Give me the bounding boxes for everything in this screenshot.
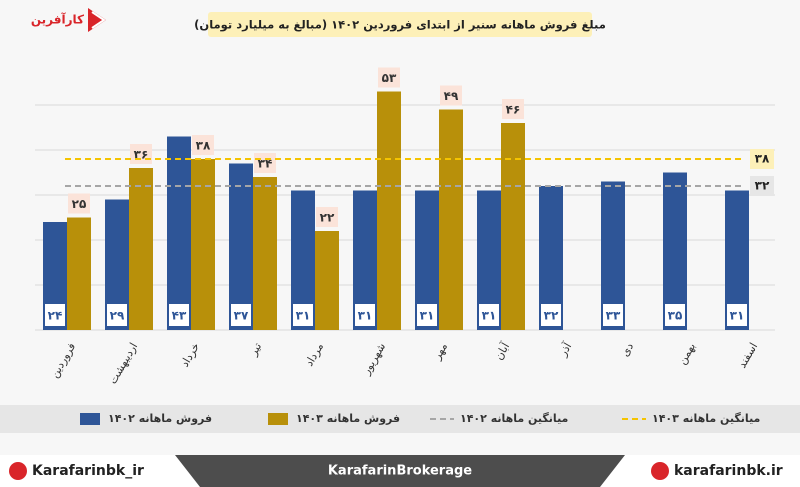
legend-label: فروش ماهانه ۱۴۰۲ bbox=[108, 412, 212, 425]
value-label: ۲۴ bbox=[48, 309, 63, 323]
footer-right: karafarinbk.ir bbox=[674, 463, 783, 479]
average-label-box bbox=[750, 176, 774, 196]
value-label-box bbox=[417, 304, 437, 326]
value-label: ۳۲ bbox=[544, 309, 559, 323]
legend-label: میانگین ماهانه ۱۴۰۲ bbox=[460, 412, 568, 425]
bar bbox=[67, 217, 91, 330]
value-label-box bbox=[541, 304, 561, 326]
bar bbox=[229, 163, 253, 330]
x-tick-label: دی bbox=[618, 340, 636, 358]
footer-center-band bbox=[175, 455, 625, 487]
legend-swatch bbox=[80, 413, 100, 425]
value-label-box bbox=[293, 304, 313, 326]
bar bbox=[167, 136, 191, 330]
value-label-box bbox=[665, 304, 685, 326]
bar bbox=[315, 231, 339, 330]
web-icon bbox=[651, 462, 669, 480]
bar bbox=[191, 159, 215, 330]
average-label-box bbox=[750, 149, 774, 169]
value-label-box bbox=[107, 304, 127, 326]
value-label: ۳۱ bbox=[420, 309, 435, 323]
logo-text: کارآفرین bbox=[31, 12, 84, 27]
legend-swatch bbox=[268, 413, 288, 425]
legend-label: میانگین ماهانه ۱۴۰۳ bbox=[652, 412, 760, 425]
value-label: ۳۱ bbox=[358, 309, 373, 323]
value-label-box bbox=[169, 304, 189, 326]
value-label-box bbox=[440, 85, 462, 106]
footer-center: KarafarinBrokerage bbox=[328, 464, 472, 479]
value-label: ۳۸ bbox=[196, 139, 211, 153]
bar bbox=[439, 109, 463, 330]
value-label-box bbox=[45, 304, 65, 326]
value-label-box bbox=[603, 304, 623, 326]
value-label: ۵۳ bbox=[382, 71, 397, 85]
value-label-box bbox=[502, 99, 524, 119]
value-label: ۳۷ bbox=[234, 309, 249, 323]
value-label-box bbox=[355, 304, 375, 326]
value-label: ۲۵ bbox=[72, 197, 87, 211]
logo-icon bbox=[88, 8, 106, 32]
value-label: ۳۱ bbox=[730, 309, 745, 323]
value-label-box bbox=[68, 193, 90, 214]
plot-area bbox=[35, 55, 775, 390]
bar bbox=[501, 123, 525, 330]
value-label: ۴۶ bbox=[506, 103, 521, 117]
value-label-box bbox=[192, 135, 214, 155]
legend-label: فروش ماهانه ۱۴۰۳ bbox=[296, 412, 400, 425]
x-tick-label: تیر bbox=[246, 341, 264, 359]
legend-band bbox=[0, 405, 800, 433]
value-label-box bbox=[231, 304, 251, 326]
title-box bbox=[208, 12, 592, 37]
value-label-box bbox=[727, 304, 747, 326]
bar bbox=[129, 168, 153, 330]
value-label: ۳۵ bbox=[668, 309, 683, 323]
value-label-box bbox=[316, 207, 338, 227]
logo-icon-mark bbox=[91, 11, 106, 29]
value-label: ۴۳ bbox=[172, 309, 187, 323]
value-label: ۳۳ bbox=[606, 309, 621, 323]
telegram-icon bbox=[9, 462, 27, 480]
value-label: ۴۹ bbox=[444, 89, 459, 103]
bar bbox=[377, 91, 401, 330]
value-label-box bbox=[479, 304, 499, 326]
average-label: ۳۲ bbox=[755, 179, 770, 193]
footer-left: Karafarinbk_ir bbox=[32, 463, 144, 479]
value-label: ۲۲ bbox=[320, 211, 335, 225]
average-label: ۳۸ bbox=[755, 152, 770, 166]
value-label: ۳۱ bbox=[482, 309, 497, 323]
value-label: ۳۱ bbox=[296, 309, 311, 323]
value-label: ۲۹ bbox=[110, 309, 125, 323]
bar bbox=[253, 177, 277, 330]
bar bbox=[663, 172, 687, 330]
value-label-box bbox=[378, 67, 400, 88]
chart-title: مبلغ فروش ماهانه سنیر از ابتدای فروردین … bbox=[194, 18, 606, 33]
